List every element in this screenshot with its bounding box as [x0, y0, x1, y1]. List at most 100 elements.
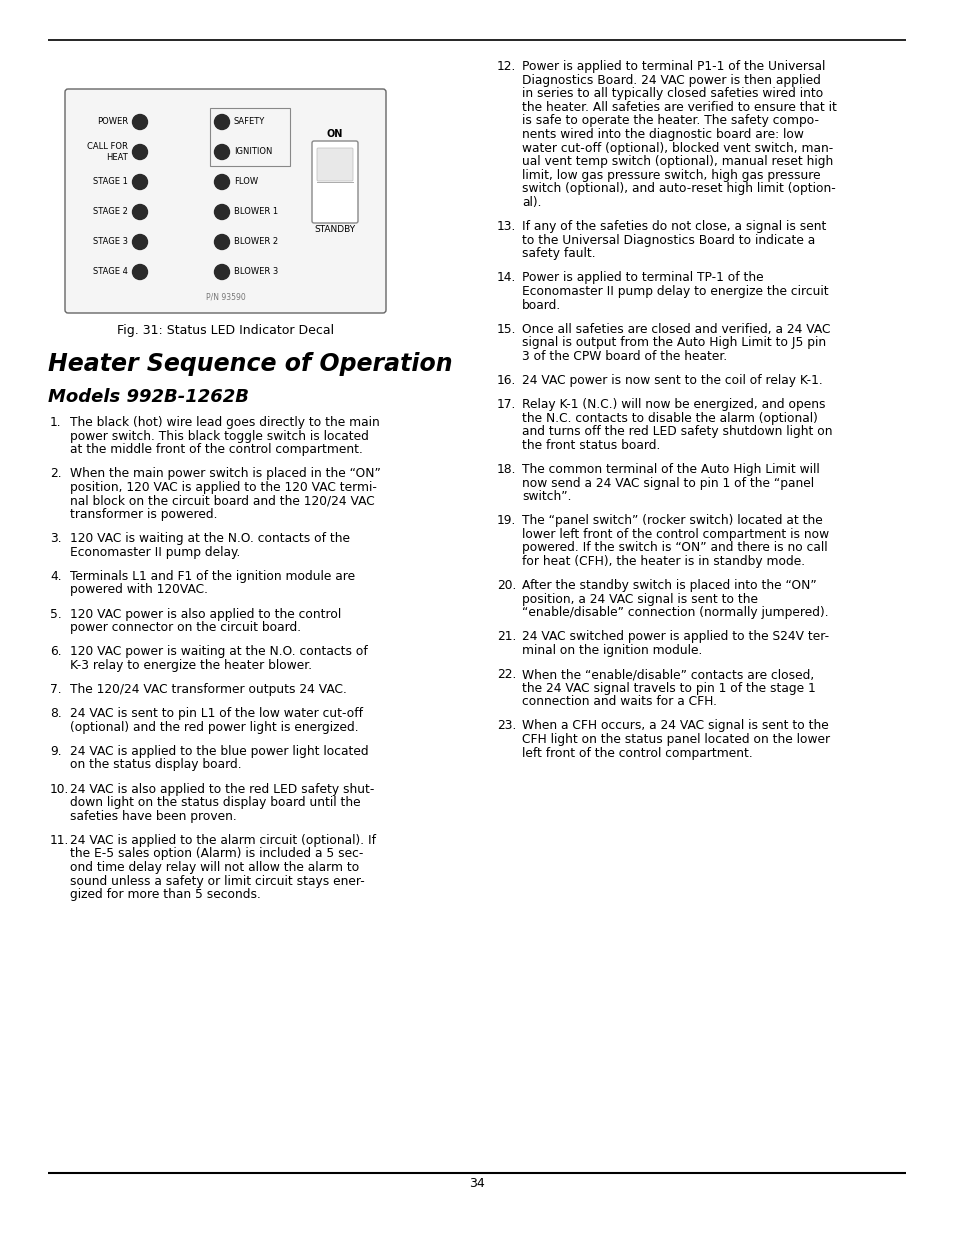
Text: The common terminal of the Auto High Limit will: The common terminal of the Auto High Lim… — [521, 463, 819, 475]
Text: limit, low gas pressure switch, high gas pressure: limit, low gas pressure switch, high gas… — [521, 169, 820, 182]
Text: 1.: 1. — [50, 416, 62, 429]
Text: Economaster II pump delay to energize the circuit: Economaster II pump delay to energize th… — [521, 285, 828, 298]
Text: 120 VAC power is also applied to the control: 120 VAC power is also applied to the con… — [70, 608, 341, 621]
Text: Once all safeties are closed and verified, a 24 VAC: Once all safeties are closed and verifie… — [521, 322, 830, 336]
Text: P/N 93590: P/N 93590 — [206, 293, 245, 303]
Text: nents wired into the diagnostic board are: low: nents wired into the diagnostic board ar… — [521, 128, 803, 141]
Text: powered with 120VAC.: powered with 120VAC. — [70, 583, 208, 597]
Bar — [210, 107, 290, 165]
Text: 6.: 6. — [50, 646, 62, 658]
Text: K-3 relay to energize the heater blower.: K-3 relay to energize the heater blower. — [70, 659, 312, 672]
Text: Fig. 31: Status LED Indicator Decal: Fig. 31: Status LED Indicator Decal — [117, 324, 334, 337]
Text: SAFETY: SAFETY — [233, 117, 265, 126]
Text: and turns off the red LED safety shutdown light on: and turns off the red LED safety shutdow… — [521, 425, 832, 438]
Text: position, a 24 VAC signal is sent to the: position, a 24 VAC signal is sent to the — [521, 593, 758, 606]
Text: 120 VAC is waiting at the N.O. contacts of the: 120 VAC is waiting at the N.O. contacts … — [70, 532, 350, 545]
Text: 23.: 23. — [497, 720, 516, 732]
Text: 19.: 19. — [497, 514, 516, 527]
Text: Power is applied to terminal TP-1 of the: Power is applied to terminal TP-1 of the — [521, 272, 762, 284]
Circle shape — [132, 235, 148, 249]
Text: The 120/24 VAC transformer outputs 24 VAC.: The 120/24 VAC transformer outputs 24 VA… — [70, 683, 347, 697]
Text: STANDBY: STANDBY — [314, 225, 355, 233]
Text: to the Universal Diagnostics Board to indicate a: to the Universal Diagnostics Board to in… — [521, 233, 815, 247]
Text: After the standby switch is placed into the “ON”: After the standby switch is placed into … — [521, 579, 816, 593]
Text: powered. If the switch is “ON” and there is no call: powered. If the switch is “ON” and there… — [521, 541, 827, 555]
FancyBboxPatch shape — [312, 141, 357, 224]
Text: When the “enable/disable” contacts are closed,: When the “enable/disable” contacts are c… — [521, 668, 814, 682]
Text: 5.: 5. — [50, 608, 62, 621]
Text: 4.: 4. — [50, 569, 62, 583]
Text: 24 VAC is applied to the blue power light located: 24 VAC is applied to the blue power ligh… — [70, 745, 368, 758]
Text: The “panel switch” (rocker switch) located at the: The “panel switch” (rocker switch) locat… — [521, 514, 821, 527]
Text: now send a 24 VAC signal to pin 1 of the “panel: now send a 24 VAC signal to pin 1 of the… — [521, 477, 813, 489]
Text: safety fault.: safety fault. — [521, 247, 595, 261]
Circle shape — [214, 205, 230, 220]
Text: CFH light on the status panel located on the lower: CFH light on the status panel located on… — [521, 734, 829, 746]
Text: 17.: 17. — [497, 398, 516, 411]
Text: The black (hot) wire lead goes directly to the main: The black (hot) wire lead goes directly … — [70, 416, 379, 429]
Text: 14.: 14. — [497, 272, 516, 284]
Text: on the status display board.: on the status display board. — [70, 758, 241, 772]
Text: power connector on the circuit board.: power connector on the circuit board. — [70, 621, 301, 635]
Text: Power is applied to terminal P1-1 of the Universal: Power is applied to terminal P1-1 of the… — [521, 61, 824, 73]
Text: switch”.: switch”. — [521, 490, 571, 503]
Text: Relay K-1 (N.C.) will now be energized, and opens: Relay K-1 (N.C.) will now be energized, … — [521, 398, 824, 411]
Text: STAGE 2: STAGE 2 — [93, 207, 128, 216]
Text: gized for more than 5 seconds.: gized for more than 5 seconds. — [70, 888, 260, 902]
Text: 24 VAC is also applied to the red LED safety shut-: 24 VAC is also applied to the red LED sa… — [70, 783, 374, 795]
Text: 10.: 10. — [50, 783, 70, 795]
Text: switch (optional), and auto-reset high limit (option-: switch (optional), and auto-reset high l… — [521, 183, 835, 195]
Text: IGNITION: IGNITION — [233, 147, 273, 157]
Text: power switch. This black toggle switch is located: power switch. This black toggle switch i… — [70, 430, 369, 442]
Text: 120 VAC power is waiting at the N.O. contacts of: 120 VAC power is waiting at the N.O. con… — [70, 646, 367, 658]
Text: safeties have been proven.: safeties have been proven. — [70, 810, 236, 823]
Text: “enable/disable” connection (normally jumpered).: “enable/disable” connection (normally ju… — [521, 606, 828, 620]
Text: BLOWER 3: BLOWER 3 — [233, 268, 278, 277]
Text: FLOW: FLOW — [233, 178, 258, 186]
Circle shape — [214, 174, 230, 189]
Text: CALL FOR
HEAT: CALL FOR HEAT — [87, 142, 128, 162]
Text: 21.: 21. — [497, 631, 516, 643]
Text: 34: 34 — [469, 1177, 484, 1191]
Text: in series to all typically closed safeties wired into: in series to all typically closed safeti… — [521, 88, 822, 100]
Text: 15.: 15. — [497, 322, 516, 336]
Text: 9.: 9. — [50, 745, 62, 758]
Text: Diagnostics Board. 24 VAC power is then applied: Diagnostics Board. 24 VAC power is then … — [521, 74, 820, 86]
Text: (optional) and the red power light is energized.: (optional) and the red power light is en… — [70, 721, 358, 734]
Text: the heater. All safeties are verified to ensure that it: the heater. All safeties are verified to… — [521, 101, 836, 114]
Text: the E-5 sales option (Alarm) is included a 5 sec-: the E-5 sales option (Alarm) is included… — [70, 847, 363, 861]
Text: When a CFH occurs, a 24 VAC signal is sent to the: When a CFH occurs, a 24 VAC signal is se… — [521, 720, 828, 732]
Text: the 24 VAC signal travels to pin 1 of the stage 1: the 24 VAC signal travels to pin 1 of th… — [521, 682, 815, 695]
Text: 12.: 12. — [497, 61, 516, 73]
Text: BLOWER 1: BLOWER 1 — [233, 207, 278, 216]
Text: 20.: 20. — [497, 579, 516, 593]
Circle shape — [132, 205, 148, 220]
Circle shape — [214, 235, 230, 249]
Text: at the middle front of the control compartment.: at the middle front of the control compa… — [70, 443, 362, 456]
Text: 13.: 13. — [497, 220, 516, 233]
Text: STAGE 3: STAGE 3 — [92, 237, 128, 247]
Text: Heater Sequence of Operation: Heater Sequence of Operation — [48, 352, 452, 375]
Circle shape — [132, 264, 148, 279]
Text: 11.: 11. — [50, 834, 70, 847]
Text: al).: al). — [521, 196, 541, 209]
Text: STAGE 4: STAGE 4 — [93, 268, 128, 277]
Text: 2.: 2. — [50, 467, 62, 480]
Text: left front of the control compartment.: left front of the control compartment. — [521, 747, 752, 760]
Text: ON: ON — [327, 128, 343, 140]
Text: water cut-off (optional), blocked vent switch, man-: water cut-off (optional), blocked vent s… — [521, 142, 832, 154]
Text: When the main power switch is placed in the “ON”: When the main power switch is placed in … — [70, 467, 380, 480]
Text: 18.: 18. — [497, 463, 516, 475]
Text: position, 120 VAC is applied to the 120 VAC termi-: position, 120 VAC is applied to the 120 … — [70, 480, 376, 494]
Text: BLOWER 2: BLOWER 2 — [233, 237, 278, 247]
Text: STAGE 1: STAGE 1 — [93, 178, 128, 186]
Text: 16.: 16. — [497, 374, 516, 387]
FancyBboxPatch shape — [316, 148, 353, 182]
Text: Economaster II pump delay.: Economaster II pump delay. — [70, 546, 240, 558]
Text: 3.: 3. — [50, 532, 62, 545]
Text: Models 992B-1262B: Models 992B-1262B — [48, 388, 249, 406]
Text: sound unless a safety or limit circuit stays ener-: sound unless a safety or limit circuit s… — [70, 874, 364, 888]
Text: 24 VAC power is now sent to the coil of relay K-1.: 24 VAC power is now sent to the coil of … — [521, 374, 821, 387]
Text: 3 of the CPW board of the heater.: 3 of the CPW board of the heater. — [521, 350, 726, 363]
Circle shape — [214, 264, 230, 279]
